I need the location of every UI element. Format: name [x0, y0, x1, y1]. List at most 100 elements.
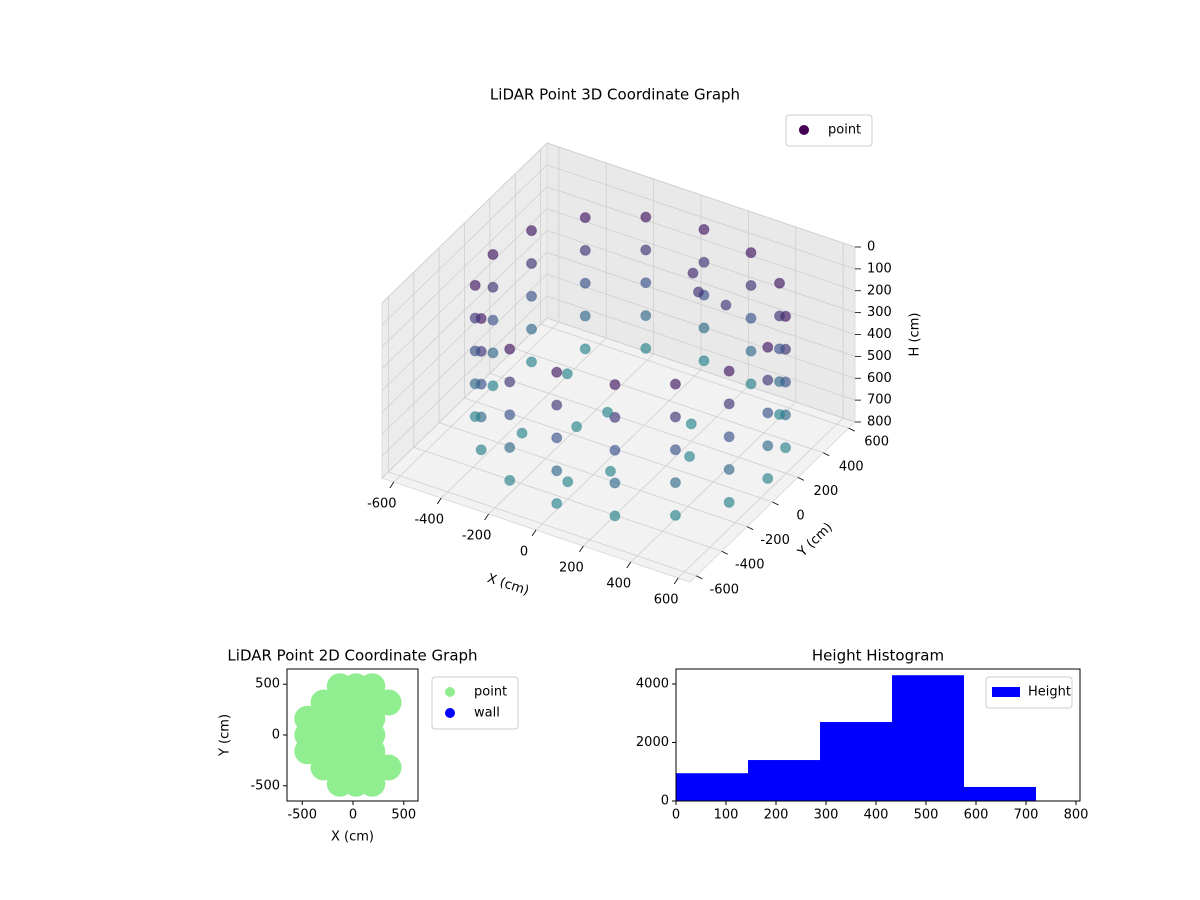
- point: [774, 376, 786, 388]
- x-tick: [484, 513, 489, 521]
- point: [723, 398, 735, 410]
- point: [526, 290, 538, 302]
- point: [469, 279, 481, 291]
- y-tick-label: 0: [661, 794, 669, 809]
- point: [516, 427, 528, 439]
- point: [504, 442, 516, 454]
- grid-line: [546, 251, 856, 357]
- bar: [892, 675, 964, 801]
- x-tick-label: 0: [672, 808, 680, 823]
- point: [774, 277, 786, 289]
- x-tick-label: -600: [367, 497, 397, 512]
- point: [551, 366, 563, 378]
- grid-line: [381, 295, 548, 457]
- grid-line: [546, 295, 856, 401]
- point: [762, 341, 774, 353]
- point: [669, 411, 681, 423]
- bar: [748, 760, 820, 801]
- y-tick-label: 0: [796, 509, 804, 524]
- grid-line: [381, 208, 548, 369]
- point: [774, 343, 786, 355]
- point: [774, 310, 786, 322]
- x-tick: [389, 481, 395, 489]
- point: [504, 409, 516, 421]
- point: [551, 432, 563, 444]
- x-tick: [673, 577, 679, 585]
- x-tick-label: 100: [714, 808, 739, 823]
- z-tick-label: 700: [867, 393, 892, 408]
- bar: [964, 786, 1036, 801]
- grid-line: [381, 142, 548, 304]
- y-axis-label: Y (cm): [218, 714, 233, 757]
- legend-box: [985, 676, 1073, 709]
- legend-marker: [799, 125, 809, 135]
- point: [526, 356, 538, 368]
- x-tick-label: 0: [349, 808, 357, 823]
- point: [469, 312, 481, 324]
- x-tick-label: -400: [414, 513, 444, 528]
- z-tick-label: 600: [867, 371, 892, 386]
- point: [526, 257, 538, 269]
- point: [526, 323, 538, 335]
- x-axis-label: X (cm): [331, 830, 374, 845]
- grid-line: [546, 186, 856, 292]
- chart-title: Height Histogram: [812, 647, 944, 665]
- axes-frame: [675, 668, 1081, 802]
- point: [579, 310, 591, 322]
- grid-line: [540, 323, 849, 429]
- point: [698, 223, 710, 235]
- point: [723, 431, 735, 443]
- x-tick-label: -500: [287, 808, 317, 823]
- x-tick-label: 500: [914, 808, 939, 823]
- point: [745, 345, 757, 357]
- point: [551, 399, 563, 411]
- x-tick: [531, 529, 537, 537]
- y-tick: [721, 550, 728, 555]
- point: [669, 378, 681, 390]
- z-tick-label: 0: [867, 240, 875, 255]
- point: [698, 322, 710, 334]
- point: [762, 473, 774, 485]
- x-tick-label: 400: [864, 808, 889, 823]
- point: [487, 347, 499, 359]
- point: [487, 314, 499, 326]
- point: [526, 225, 538, 237]
- grid-line: [515, 348, 824, 454]
- point: [604, 465, 616, 477]
- point: [487, 248, 499, 260]
- z-tick-label: 500: [867, 349, 892, 364]
- point: [669, 444, 681, 456]
- point: [579, 212, 591, 224]
- y-tick-label: 400: [839, 459, 864, 474]
- point: [562, 476, 574, 488]
- point: [692, 286, 704, 298]
- point: [698, 355, 710, 367]
- point: [723, 496, 735, 508]
- y-tick-label: -400: [735, 558, 765, 573]
- legend-box: [785, 114, 873, 147]
- z-tick-label: 200: [867, 283, 892, 298]
- x-tick-label: 600: [964, 808, 989, 823]
- y-tick: [848, 427, 855, 432]
- chart-title: LiDAR Point 2D Coordinate Graph: [227, 647, 477, 665]
- point: [723, 464, 735, 476]
- point: [698, 256, 710, 268]
- point: [561, 368, 573, 380]
- point: [487, 380, 499, 392]
- grid-line: [546, 142, 856, 248]
- point: [375, 689, 402, 716]
- grid-line: [381, 186, 548, 348]
- point: [745, 312, 757, 324]
- point: [602, 406, 613, 418]
- axes-frame: [286, 668, 419, 802]
- point: [571, 421, 583, 433]
- point: [685, 418, 697, 430]
- y-tick-label: -200: [760, 533, 790, 548]
- chart-title: LiDAR Point 3D Coordinate Graph: [490, 86, 740, 104]
- point: [640, 244, 652, 256]
- x-tick: [579, 545, 584, 553]
- point: [609, 477, 621, 489]
- point: [609, 444, 621, 456]
- point: [669, 477, 681, 489]
- y-tick: [823, 452, 830, 457]
